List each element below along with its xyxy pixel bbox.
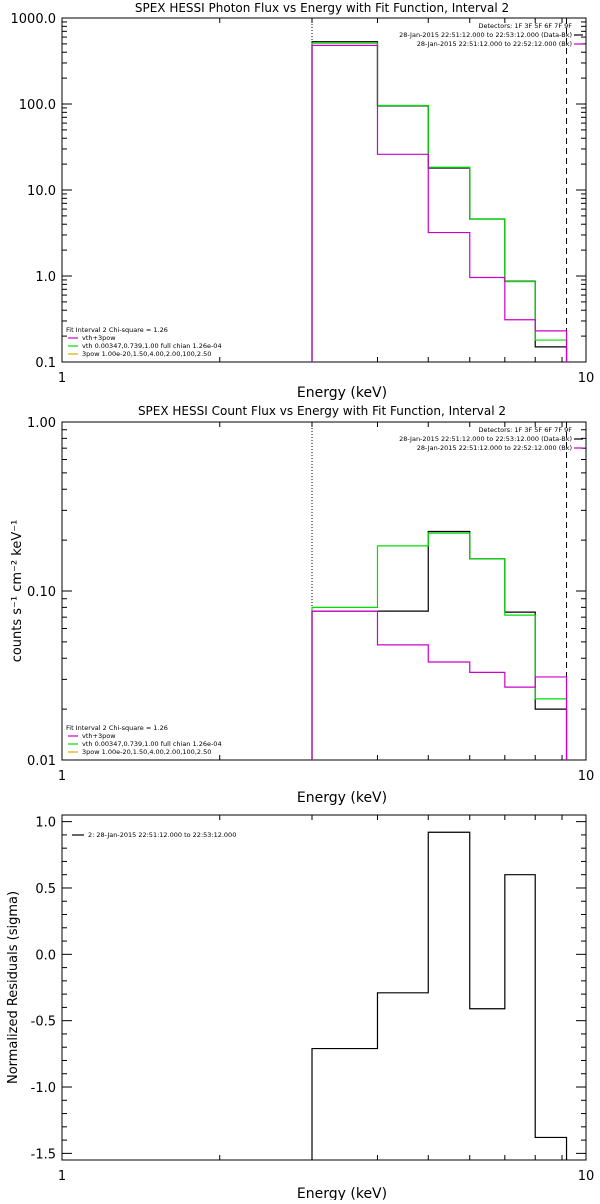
legend-top-right-entry: Detectors: 1F 3F 5F 6F 7F 9F: [478, 22, 572, 30]
series-line-bk: [311, 44, 568, 362]
legend-bottom-left-entry: vth+3pow: [82, 334, 116, 342]
series-line-vth-3pow: [311, 532, 568, 760]
series-line-bk: [311, 610, 568, 760]
chart-panel-2: SPEX HESSI Count Flux vs Energy with Fit…: [10, 404, 594, 806]
y-tick-label: 0.1: [35, 356, 56, 371]
legend-top-right-entry: 28-Jan-2015 22:51:12.000 to 22:53:12.000…: [399, 435, 572, 443]
x-axis-label: Energy (keV): [297, 1186, 387, 1200]
plot-frame: [61, 814, 587, 1161]
series-line-data-bk: [311, 530, 568, 760]
y-tick-label: 100.0: [19, 98, 56, 113]
legend-bottom-left-entry: Fit Interval 2 Chi-square = 1.26: [66, 724, 168, 732]
chart-panel-3: 1 10 Energy (keV) 1.0 0.5 0.0 -0.5 -1.0 -1.5 Norm…: [6, 814, 595, 1202]
y-tick-label: 1.00: [27, 416, 56, 431]
y-tick-label: 1000.0: [11, 12, 57, 27]
y-tick-label: 0.0: [35, 948, 56, 963]
y-tick-label: -0.5: [31, 1015, 56, 1030]
y-axis-label: Normalized Residuals (sigma): [6, 891, 21, 1084]
legend-top-right-entry: Detectors: 1F 3F 5F 6F 7F 9F: [478, 426, 572, 434]
x-axis-label: Energy (keV): [297, 790, 387, 806]
y-tick-label: 0.5: [35, 882, 56, 897]
legend-bottom-left-entry: 3pow 1.00e-20,1.50,4.00,2.00,100,2.50: [82, 350, 211, 358]
y-tick-label: 10.0: [27, 184, 56, 199]
chart-title: SPEX HESSI Count Flux vs Energy with Fit…: [138, 404, 506, 418]
x-tick-label: 10: [578, 371, 595, 386]
series-line-data-bk: [311, 41, 568, 362]
y-tick-label: 1.0: [35, 270, 56, 285]
y-tick-label: -1.5: [31, 1147, 56, 1162]
y-tick-label: 1.0: [35, 816, 56, 831]
y-tick-label: 0.10: [27, 585, 56, 600]
legend-top-right-entry: 28-Jan-2015 22:51:12.000 to 22:52:12.000…: [417, 444, 572, 452]
legend-top-right-entry: 28-Jan-2015 22:51:12.000 to 22:52:12.000…: [417, 40, 572, 48]
legend-top-right-entry: 28-Jan-2015 22:51:12.000 to 22:53:12.000…: [399, 31, 572, 39]
series-line-2-28-jan-2015-22-51-12-000-to-22-53-12-000: [311, 831, 568, 1160]
plot-frame: [61, 421, 587, 761]
chart-panel-1: SPEX HESSI Photon Flux vs Energy with Fi…: [11, 1, 595, 401]
y-tick-label: -1.0: [31, 1081, 56, 1096]
x-tick-label: 1: [58, 371, 66, 386]
y-tick-label: 0.01: [27, 754, 56, 769]
y-axis-label: counts s⁻¹ cm⁻² keV⁻¹: [10, 520, 25, 663]
legend-bottom-left-entry: Fit Interval 2 Chi-square = 1.26: [66, 326, 168, 334]
legend-bottom-left-entry: vth 0.00347,0.739,1.00 full chian 1.26e-…: [82, 342, 222, 350]
legend-top-left-entry: 2: 28-Jan-2015 22:51:12.000 to 22:53:12.…: [88, 831, 236, 839]
legend-bottom-left-entry: 3pow 1.00e-20,1.50,4.00,2.00,100,2.50: [82, 748, 211, 756]
x-tick-label: 1: [58, 769, 66, 784]
x-tick-label: 10: [578, 769, 595, 784]
legend-bottom-left-entry: vth 0.00347,0.739,1.00 full chian 1.26e-…: [82, 740, 222, 748]
legend-bottom-left-entry: vth+3pow: [82, 732, 116, 740]
plot-frame: [61, 17, 587, 363]
x-axis-label: Energy (keV): [297, 385, 387, 401]
series-line-vth-3pow: [311, 42, 568, 362]
chart-title: SPEX HESSI Photon Flux vs Energy with Fi…: [135, 1, 509, 15]
x-tick-label: 1: [58, 1169, 66, 1184]
x-tick-label: 10: [578, 1169, 595, 1184]
